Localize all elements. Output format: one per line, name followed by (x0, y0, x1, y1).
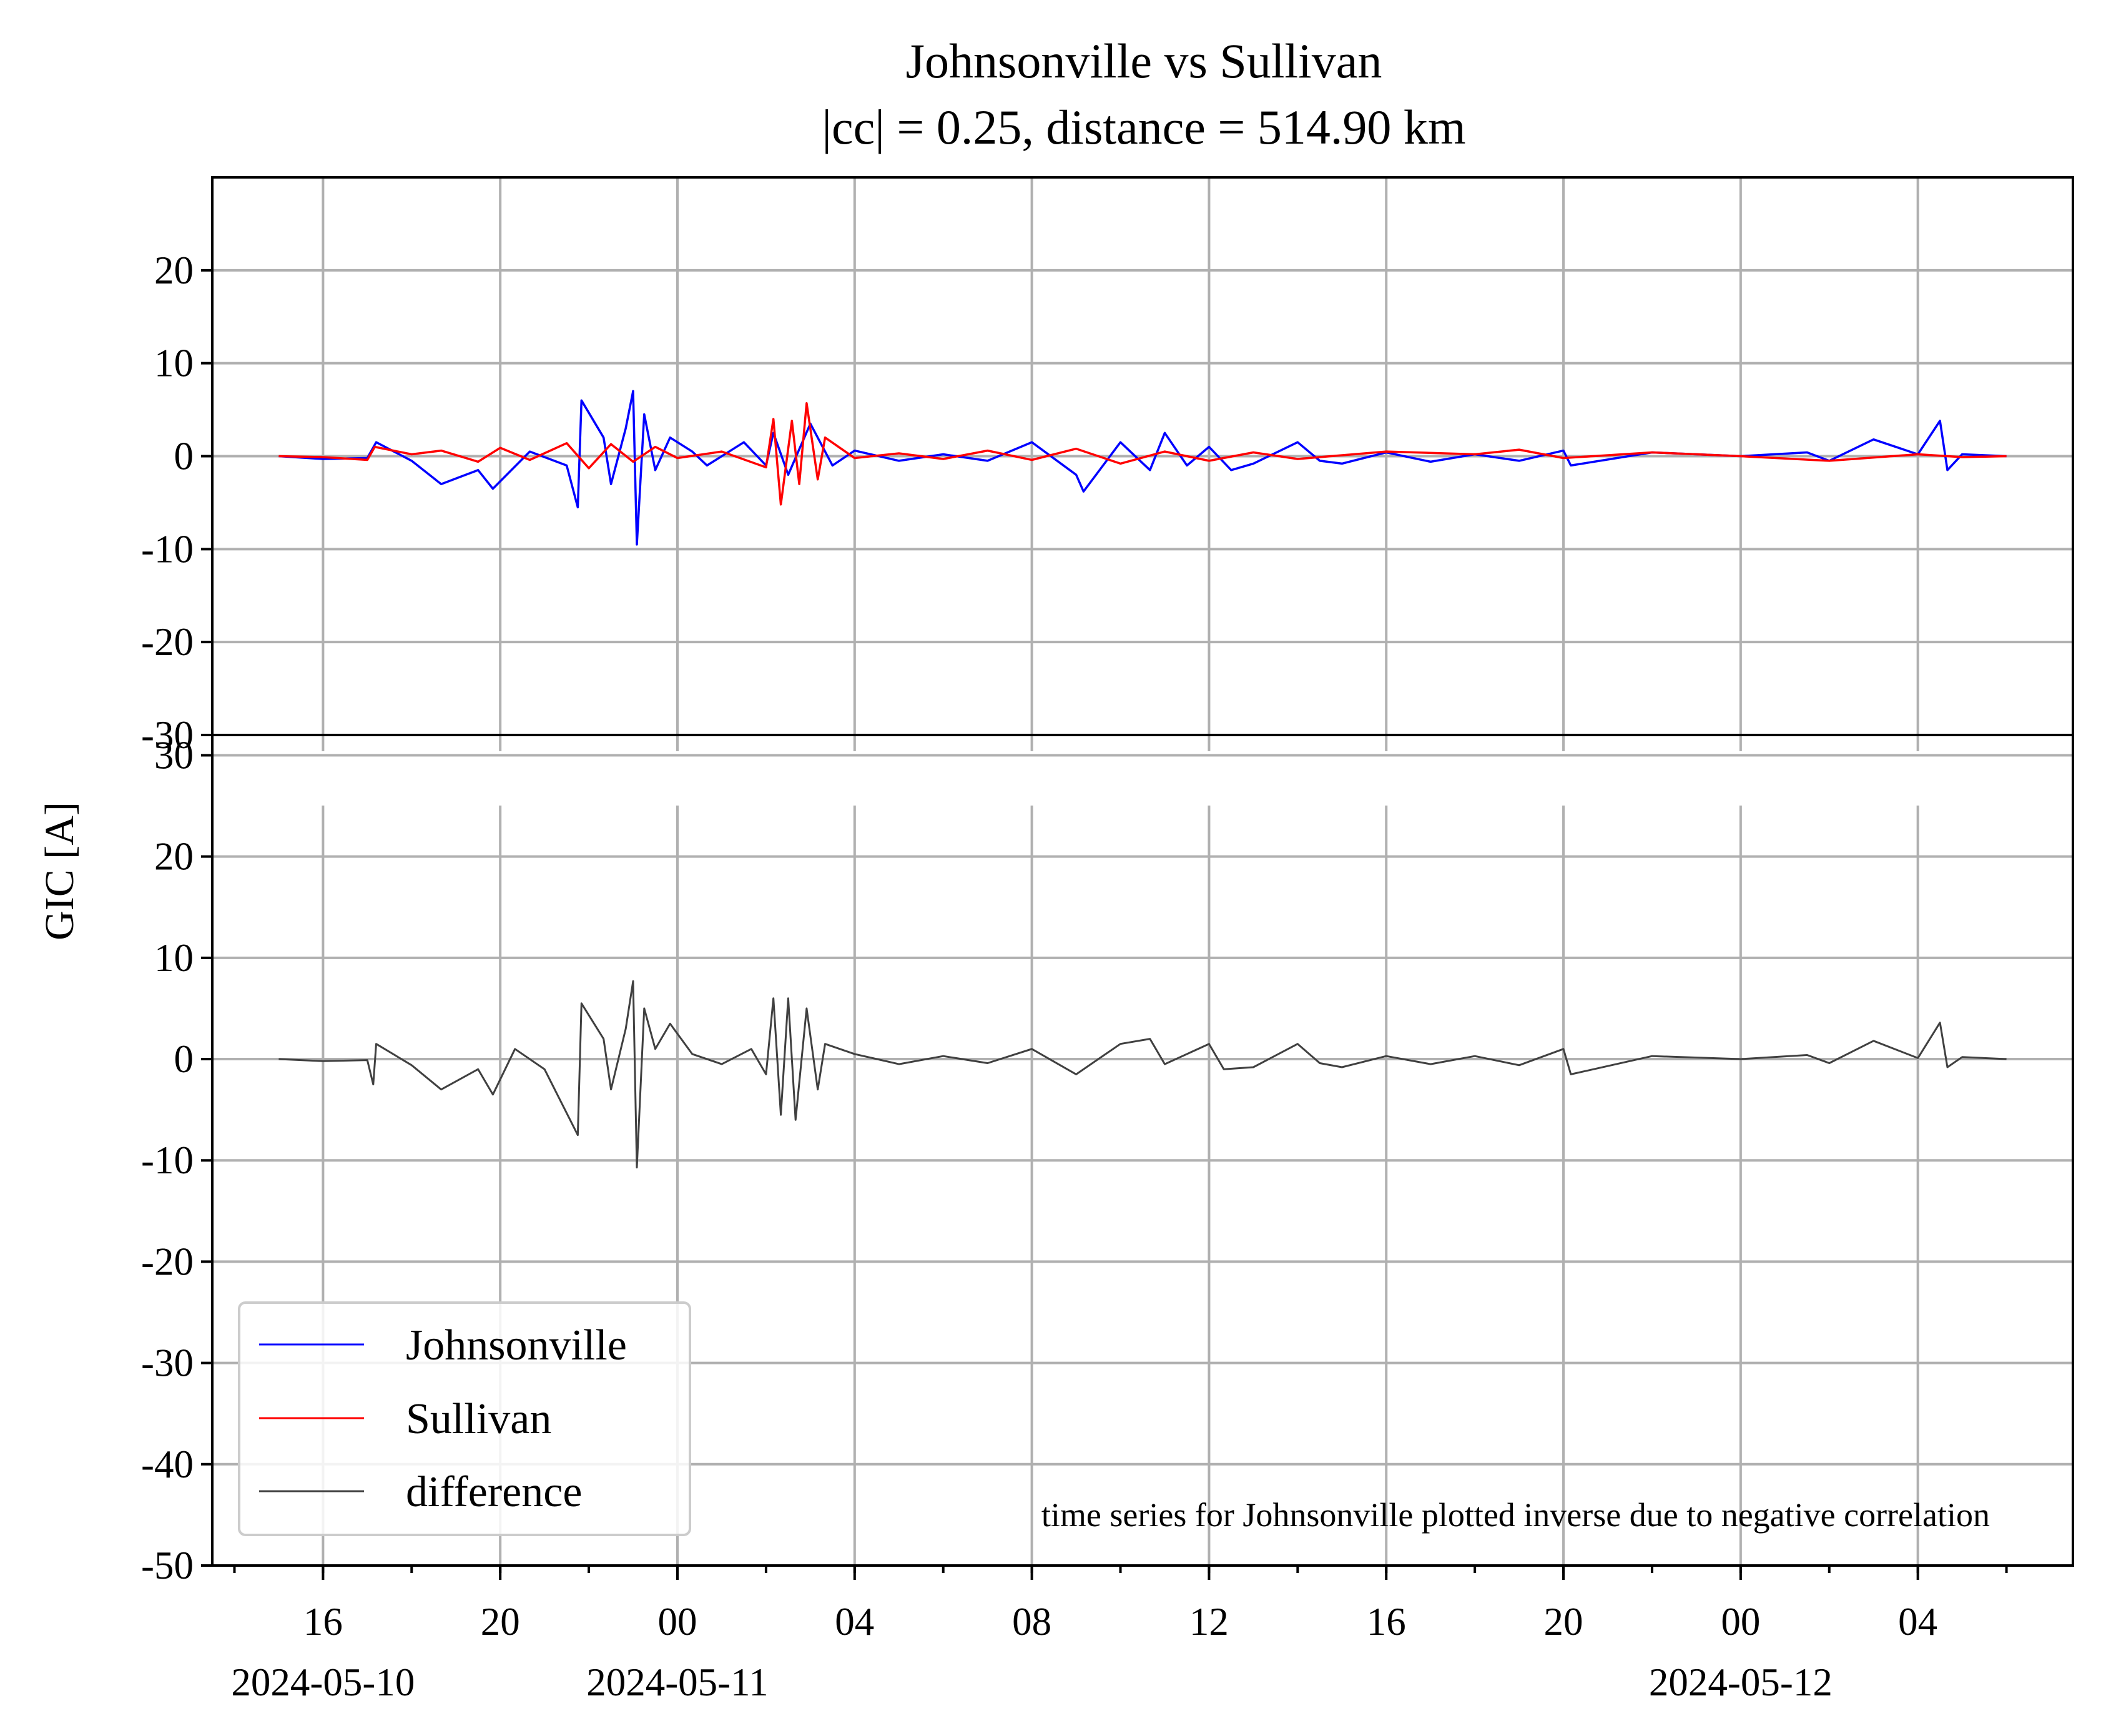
top-ytick-label-3: 0 (174, 435, 194, 478)
xtick-label-8: 00 (1721, 1600, 1760, 1644)
bottom-panel: -50 -40 -30 -20 -10 0 10 20 30 (141, 733, 2074, 1587)
chart-annotation: time series for Johnsonville plotted inv… (1041, 1496, 1990, 1534)
top-ytick-label-0: -30 (141, 713, 194, 757)
legend-box (238, 1301, 691, 1536)
top-ytick-label-4: 10 (154, 342, 194, 385)
x-axis: 16 2024-05-10 20 00 2024-05-11 04 08 12 16 20 00 20… (231, 1566, 2008, 1704)
xtick-label-4: 08 (1012, 1600, 1051, 1644)
xtick-label-1: 20 (481, 1600, 520, 1644)
legend-label-difference: difference (406, 1468, 582, 1516)
xtick-label-6: 16 (1367, 1600, 1406, 1644)
xtick-date-0: 2024-05-10 (231, 1660, 415, 1704)
series-line-sullivan (278, 402, 2007, 506)
bottom-ytick-label-4: -10 (141, 1138, 194, 1182)
top-ytick-label-2: -10 (141, 527, 194, 571)
xtick-date-8: 2024-05-12 (1649, 1660, 1833, 1704)
series-line-difference (278, 980, 2007, 1169)
bottom-ytick-label-5: 0 (174, 1037, 194, 1081)
series-line-johnsonville (278, 390, 2007, 546)
bottom-ytick-label-6: 10 (154, 936, 194, 980)
y-axis-label: GIC [A] (37, 802, 82, 940)
legend-label-johnsonville: Johnsonville (406, 1321, 627, 1369)
bottom-ytick-label-7: 20 (154, 835, 194, 879)
xtick-label-0: 16 (303, 1600, 343, 1644)
top-panel-frame (211, 176, 2074, 736)
xtick-label-2: 00 (658, 1600, 697, 1644)
xtick-date-2: 2024-05-11 (586, 1660, 769, 1704)
bottom-ytick-label-2: -30 (141, 1341, 194, 1385)
xtick-label-7: 20 (1544, 1600, 1583, 1644)
top-ytick-label-5: 20 (154, 249, 194, 292)
xtick-label-9: 04 (1898, 1600, 1937, 1644)
chart-title: Johnsonville vs Sullivan (906, 34, 1382, 88)
chart-subtitle: |cc| = 0.25, distance = 514.90 km (822, 100, 1465, 154)
bottom-ytick-label-8: 30 (154, 733, 194, 777)
bottom-ytick-label-1: -40 (141, 1443, 194, 1486)
bottom-ytick-label-3: -20 (141, 1240, 194, 1283)
xtick-label-5: 12 (1189, 1600, 1229, 1644)
top-panel: -30 -20 -10 0 10 20 (141, 176, 2074, 757)
legend-label-sullivan: Sullivan (406, 1395, 551, 1443)
bottom-panel-frame (211, 735, 2074, 1567)
legend: Johnsonville Sullivan difference (238, 1301, 691, 1536)
bottom-ytick-label-0: -50 (141, 1544, 194, 1587)
top-ytick-label-1: -20 (141, 620, 194, 664)
xtick-label-3: 04 (835, 1600, 874, 1644)
